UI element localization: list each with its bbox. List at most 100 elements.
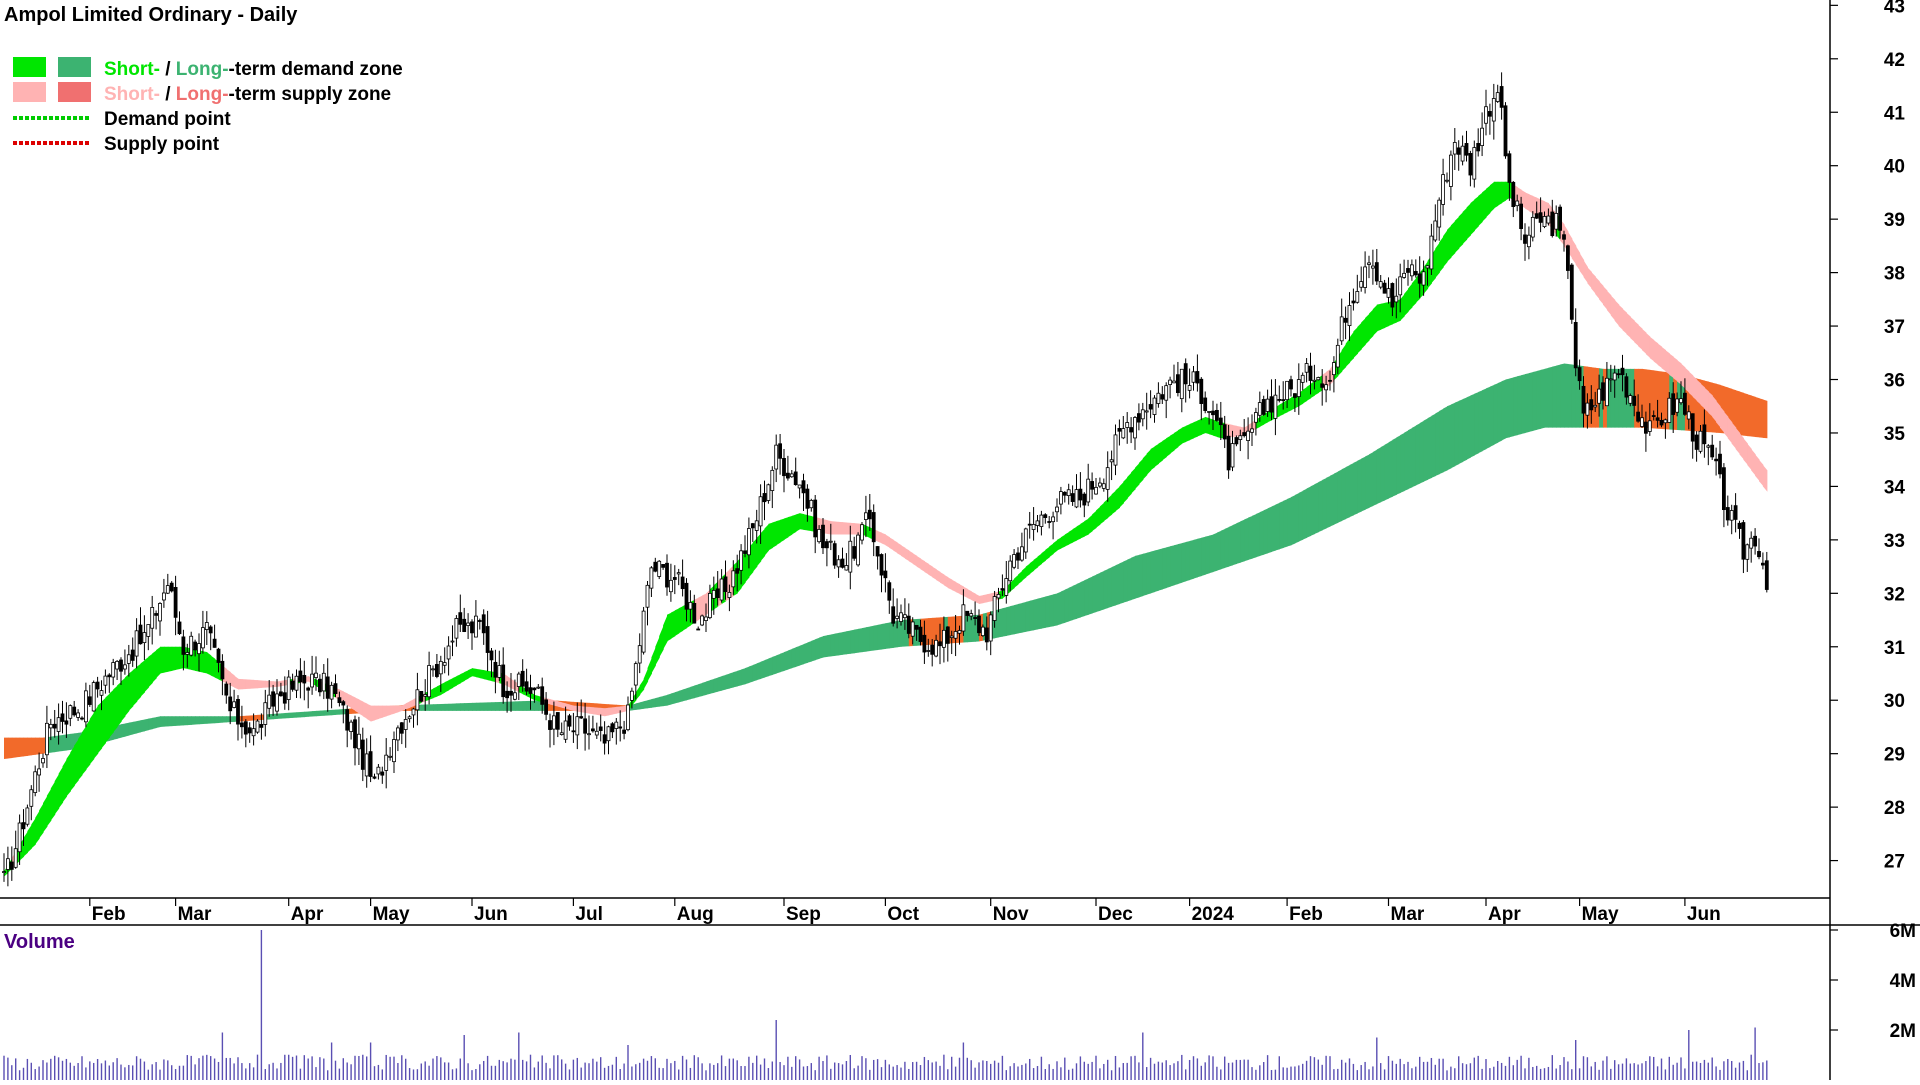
long-term-zone-segment — [1357, 458, 1362, 514]
candle-body — [1523, 234, 1527, 244]
long-term-zone-segment — [1560, 363, 1565, 428]
short-term-zone-segment — [1688, 371, 1694, 397]
candle-body — [973, 617, 977, 619]
short-term-zone-segment — [249, 679, 255, 689]
candle-body — [1608, 378, 1613, 381]
long-term-zone-segment — [1567, 364, 1573, 428]
long-term-zone-segment — [479, 702, 485, 711]
candle-body — [1179, 368, 1184, 400]
long-term-zone-segment — [191, 716, 196, 725]
short-term-zone-segment — [1193, 420, 1198, 439]
candle-body — [1261, 399, 1266, 415]
candle-body — [380, 771, 385, 776]
candle-body — [887, 582, 892, 601]
candle-body — [1234, 437, 1239, 445]
candle-body — [1714, 458, 1718, 462]
candle-body — [739, 550, 743, 571]
candle-body — [80, 717, 84, 720]
candle-body — [1683, 392, 1687, 415]
candle-body — [255, 720, 260, 733]
candle-body — [661, 564, 665, 568]
candle-body — [1745, 544, 1750, 560]
long-term-zone-segment — [1458, 399, 1464, 464]
long-term-zone-segment — [885, 622, 890, 649]
short-term-zone-segment — [1150, 446, 1156, 471]
long-term-zone-segment — [175, 716, 181, 726]
short-term-zone-segment — [534, 694, 539, 702]
candle-body — [1367, 262, 1371, 265]
candle-body — [891, 606, 896, 624]
short-term-zone-segment — [1084, 518, 1089, 537]
candle-body — [294, 675, 299, 691]
short-term-zone-segment — [370, 705, 376, 722]
short-term-zone-segment — [105, 693, 110, 743]
short-term-zone-segment — [1575, 245, 1581, 271]
short-term-zone-segment — [1099, 502, 1105, 525]
short-term-zone-segment — [643, 668, 649, 690]
short-term-zone-segment — [1310, 380, 1315, 399]
candle-body — [1250, 428, 1254, 433]
legend-supply-short: Short- — [104, 84, 160, 105]
short-term-zone-segment — [1014, 574, 1019, 588]
long-term-zone-segment — [1470, 393, 1475, 458]
price-tick-label: 31 — [1884, 638, 1906, 659]
long-term-zone-segment — [1170, 545, 1175, 587]
long-term-zone-segment — [1404, 430, 1409, 491]
short-term-zone-segment — [1423, 261, 1429, 294]
short-term-zone-segment — [850, 522, 855, 535]
long-term-zone-segment — [1743, 392, 1748, 437]
short-term-zone-segment — [160, 646, 165, 674]
short-term-zone-segment — [23, 831, 28, 857]
candle-body — [1137, 413, 1141, 423]
candle-body — [1265, 398, 1270, 412]
candle-body — [1445, 179, 1449, 182]
candle-body — [48, 723, 53, 729]
short-term-zone-segment — [826, 520, 832, 535]
long-term-zone-segment — [745, 666, 750, 685]
candle-body — [1043, 514, 1048, 518]
candle-body — [786, 472, 790, 479]
short-term-zone-segment — [1131, 467, 1136, 494]
candle-body — [228, 696, 233, 712]
short-term-zone-segment — [959, 584, 964, 596]
candle-body — [247, 727, 252, 734]
time-tick-label: Dec — [1098, 904, 1133, 925]
long-term-zone-segment — [241, 715, 247, 722]
candle-body — [29, 789, 34, 807]
short-term-zone-segment — [113, 685, 118, 733]
short-term-zone-segment — [43, 795, 48, 833]
price-tick-label: 36 — [1884, 371, 1905, 392]
price-tick-label: 27 — [1884, 852, 1905, 873]
candle-body — [1542, 216, 1547, 228]
long-term-zone-segment — [1525, 373, 1530, 433]
candle-body — [1737, 522, 1742, 529]
price-tick-label: 32 — [1884, 584, 1905, 605]
long-term-zone-segment — [1649, 369, 1655, 429]
short-term-zone-segment — [1057, 537, 1062, 551]
long-term-zone-segment — [1591, 367, 1596, 428]
price-tick-label: 37 — [1884, 317, 1905, 338]
long-term-zone-segment — [682, 688, 688, 702]
short-term-zone-segment — [550, 699, 555, 706]
short-term-zone-segment — [277, 680, 282, 687]
short-term-zone-segment — [1205, 416, 1210, 435]
candle-body — [1499, 86, 1504, 108]
long-term-zone-segment — [998, 608, 1003, 638]
candle-body — [860, 524, 864, 541]
price-tick-label: 38 — [1884, 264, 1905, 285]
candle-body — [630, 690, 634, 701]
short-term-zone-segment — [62, 759, 67, 803]
candle-body — [1527, 234, 1531, 248]
candle-body — [388, 755, 393, 758]
long-term-zone-segment — [1263, 508, 1269, 555]
short-term-zone-segment — [433, 686, 438, 699]
candle-body — [1507, 153, 1512, 183]
candle-body — [1226, 435, 1231, 471]
candle-body — [719, 578, 724, 601]
long-term-zone-segment — [312, 710, 317, 717]
long-term-zone-segment — [807, 640, 812, 663]
short-term-zone-segment — [1564, 224, 1569, 253]
long-term-zone-segment — [1478, 390, 1483, 454]
long-term-zone-segment — [121, 723, 126, 738]
candle-body — [236, 698, 240, 725]
